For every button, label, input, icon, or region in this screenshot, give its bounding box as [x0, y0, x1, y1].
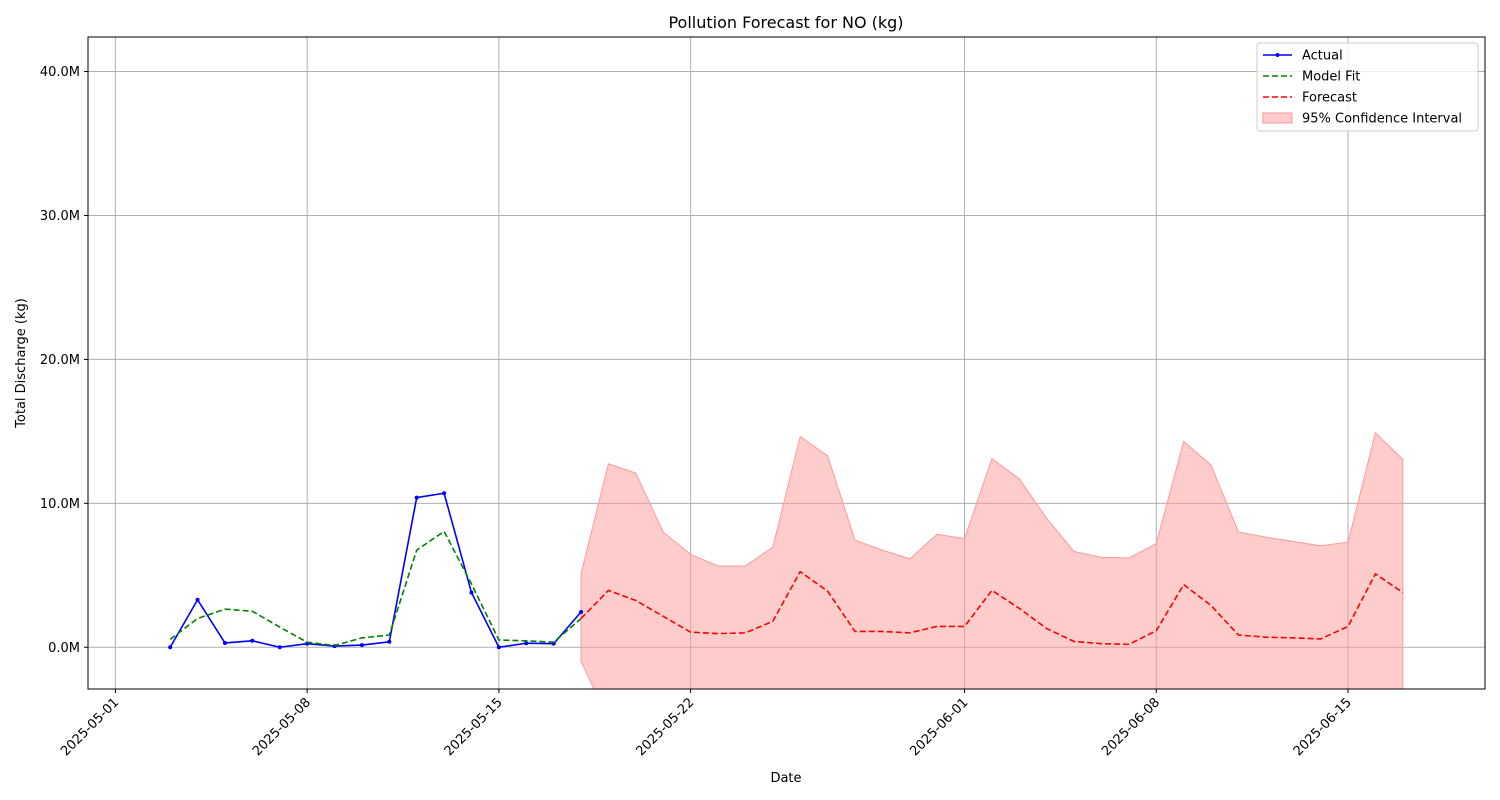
legend-label-model-fit: Model Fit — [1302, 70, 1360, 85]
actual-point — [277, 645, 282, 650]
legend-marker-actual — [1275, 53, 1280, 57]
actual-point — [496, 645, 501, 650]
legend-box — [1256, 42, 1479, 132]
y-tick-label: 10.0M — [40, 497, 80, 512]
actual-point — [222, 640, 227, 645]
model-fit-line — [169, 530, 582, 647]
legend-swatch-95-confidence-interval — [1262, 112, 1293, 124]
chart-title: Pollution Forecast for NO (kg) — [668, 13, 903, 32]
plot-area: 2025-05-01 2025-05-08 2025-05-15 2025-05-22… — [40, 36, 1486, 759]
actual-point — [168, 645, 173, 650]
actual-point — [469, 590, 474, 595]
legend: Actual Model Fit Forecast 95% Confidence In… — [1256, 42, 1479, 132]
legend-label-forecast: Forecast — [1302, 91, 1357, 106]
legend-label-actual: Actual — [1302, 49, 1343, 64]
y-tick-label: 30.0M — [40, 209, 80, 224]
confidence-band — [580, 431, 1404, 689]
y-tick-label: 20.0M — [40, 353, 80, 368]
data-layer — [168, 431, 1404, 689]
actual-line — [169, 492, 582, 649]
plot-frame — [87, 36, 1486, 690]
actual-point — [579, 609, 584, 614]
legend-label-95-confidence-interval: 95% Confidence Interval — [1302, 112, 1462, 127]
y-tick-label: 0.0M — [48, 641, 80, 656]
x-axis-label: Date — [770, 771, 801, 786]
actual-point — [387, 639, 392, 644]
forecast-line — [580, 570, 1404, 646]
actual-point — [359, 643, 364, 648]
actual-point — [195, 597, 200, 602]
actual-point — [250, 638, 255, 643]
y-axis-label: Total Discharge (kg) — [14, 298, 29, 429]
actual-point — [442, 491, 447, 496]
y-tick-label: 40.0M — [40, 65, 80, 80]
actual-point — [524, 641, 529, 646]
actual-point — [414, 495, 419, 500]
